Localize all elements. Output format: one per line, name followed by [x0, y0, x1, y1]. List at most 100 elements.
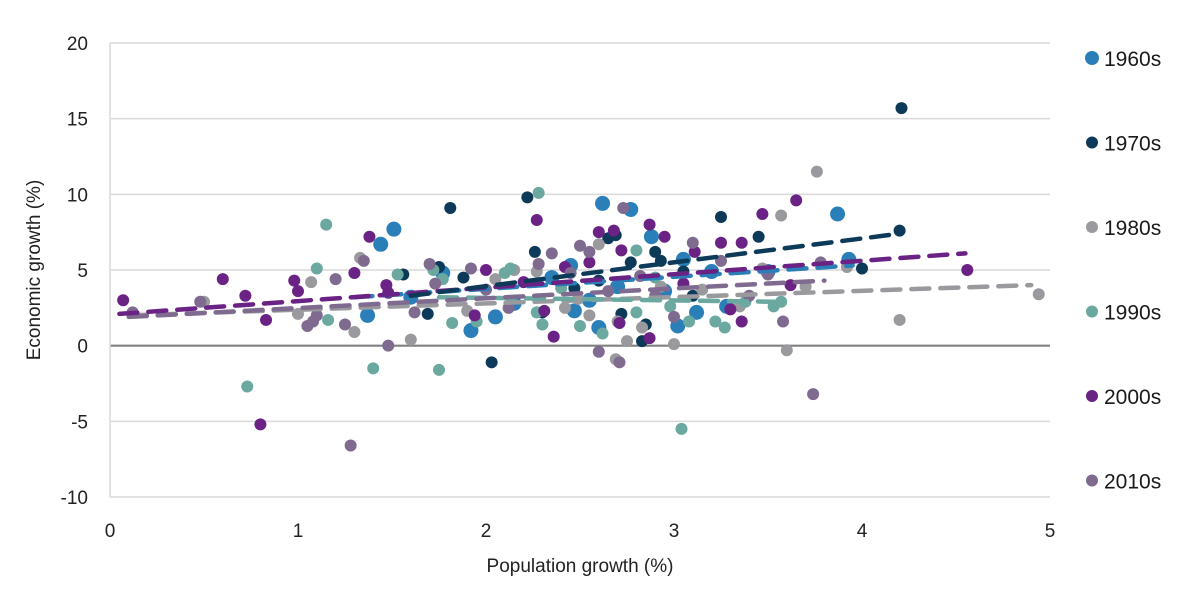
- data-point-2010s: [382, 339, 395, 352]
- legend-marker-icon: [1086, 136, 1098, 149]
- data-point-2000s: [530, 214, 543, 227]
- data-point-2000s: [239, 289, 252, 302]
- data-point-2010s: [686, 236, 699, 249]
- data-point-1970s: [421, 307, 434, 320]
- data-point-2000s: [615, 244, 628, 257]
- data-point-1960s: [689, 304, 705, 320]
- data-point-1990s: [532, 186, 545, 199]
- data-point-2010s: [777, 315, 790, 328]
- data-point-1970s: [649, 245, 662, 258]
- data-point-1970s: [457, 271, 470, 284]
- x-tick-label: 1: [293, 521, 304, 542]
- data-point-2000s: [117, 294, 130, 307]
- data-point-1960s: [373, 236, 389, 252]
- data-point-2000s: [735, 315, 748, 328]
- data-point-1990s: [664, 300, 677, 313]
- data-point-1990s: [322, 313, 335, 326]
- data-point-2010s: [408, 306, 421, 319]
- data-point-1990s: [320, 218, 333, 231]
- x-tick-label: 4: [857, 521, 868, 542]
- data-point-1980s: [583, 309, 596, 322]
- data-point-1960s: [643, 229, 659, 245]
- data-point-1990s: [630, 244, 643, 257]
- data-point-2000s: [292, 285, 304, 298]
- data-point-1970s: [624, 256, 637, 269]
- trendlines: [117, 231, 1034, 320]
- legend-marker-icon: [1086, 221, 1098, 233]
- legend-item-2010s: 2010s: [1086, 471, 1161, 494]
- data-point-1970s: [895, 102, 908, 115]
- data-point-2010s: [329, 273, 342, 286]
- x-tick-label: 0: [105, 521, 116, 542]
- legend-marker-icon: [1086, 305, 1098, 318]
- data-point-1970s: [715, 211, 727, 224]
- legend-label: 1980s: [1104, 217, 1161, 240]
- data-point-1970s: [444, 201, 457, 214]
- gridlines: [109, 42, 1050, 498]
- data-point-1990s: [367, 362, 380, 375]
- data-point-1960s: [386, 221, 402, 237]
- data-point-2010s: [357, 254, 370, 267]
- data-point-2010s: [310, 309, 323, 322]
- legend-item-2000s: 2000s: [1086, 386, 1161, 409]
- data-point-1990s: [675, 422, 688, 435]
- data-point-1990s: [310, 262, 323, 275]
- legend-item-1970s: 1970s: [1086, 133, 1161, 156]
- data-point-2010s: [464, 262, 477, 275]
- data-points: [117, 102, 1045, 452]
- data-point-1990s: [446, 316, 459, 329]
- data-point-1990s: [775, 295, 788, 308]
- legend-label: 1990s: [1104, 302, 1161, 325]
- data-point-2000s: [643, 218, 656, 231]
- data-point-1990s: [536, 318, 549, 331]
- trendline-2000s: [117, 251, 968, 317]
- data-point-2000s: [538, 304, 551, 317]
- data-point-1990s: [574, 319, 586, 332]
- data-point-1980s: [780, 344, 793, 357]
- legend-label: 2010s: [1104, 471, 1161, 494]
- y-tick-label: 15: [67, 110, 88, 131]
- data-point-1980s: [621, 335, 633, 348]
- data-point-2010s: [807, 388, 820, 401]
- data-point-2000s: [735, 236, 748, 249]
- data-point-1960s: [487, 309, 503, 325]
- legend-item-1990s: 1990s: [1086, 302, 1161, 325]
- data-point-2010s: [532, 257, 545, 270]
- data-point-1980s: [893, 313, 906, 326]
- y-axis-ticks: 20 15 10 5 0 -5 -10: [61, 34, 88, 509]
- data-point-2000s: [583, 256, 596, 269]
- data-point-2000s: [688, 245, 701, 258]
- legend-item-1960s: 1960s: [1085, 48, 1161, 71]
- data-point-1970s: [485, 356, 498, 369]
- data-point-1980s: [636, 321, 649, 334]
- data-point-1980s: [558, 301, 571, 314]
- data-point-2000s: [468, 309, 481, 322]
- data-point-1990s: [630, 306, 643, 319]
- data-point-1980s: [404, 333, 417, 346]
- data-point-2000s: [216, 273, 229, 286]
- legend-label: 1970s: [1104, 133, 1161, 156]
- data-point-2010s: [423, 257, 436, 270]
- data-point-2010s: [613, 356, 626, 369]
- legend-marker-icon: [1085, 51, 1099, 65]
- trendline-2010s: [126, 278, 827, 320]
- data-point-2010s: [592, 345, 605, 358]
- legend-label: 2000s: [1104, 386, 1161, 409]
- x-tick-label: 5: [1045, 521, 1056, 542]
- data-point-2010s: [545, 247, 558, 260]
- data-point-2000s: [790, 194, 803, 207]
- data-point-2010s: [668, 310, 680, 323]
- trendline-1960s: [352, 263, 855, 300]
- data-point-1970s: [521, 191, 534, 204]
- data-point-1980s: [592, 238, 605, 251]
- data-point-2000s: [961, 264, 974, 276]
- data-point-1980s: [348, 326, 361, 339]
- data-point-1980s: [668, 338, 680, 351]
- data-point-2000s: [363, 230, 376, 243]
- data-point-1970s: [856, 262, 868, 275]
- data-point-2010s: [339, 318, 351, 331]
- data-point-2000s: [643, 332, 656, 345]
- data-point-1990s: [241, 380, 254, 393]
- data-point-1960s: [360, 307, 376, 323]
- trendline-1970s: [408, 231, 902, 298]
